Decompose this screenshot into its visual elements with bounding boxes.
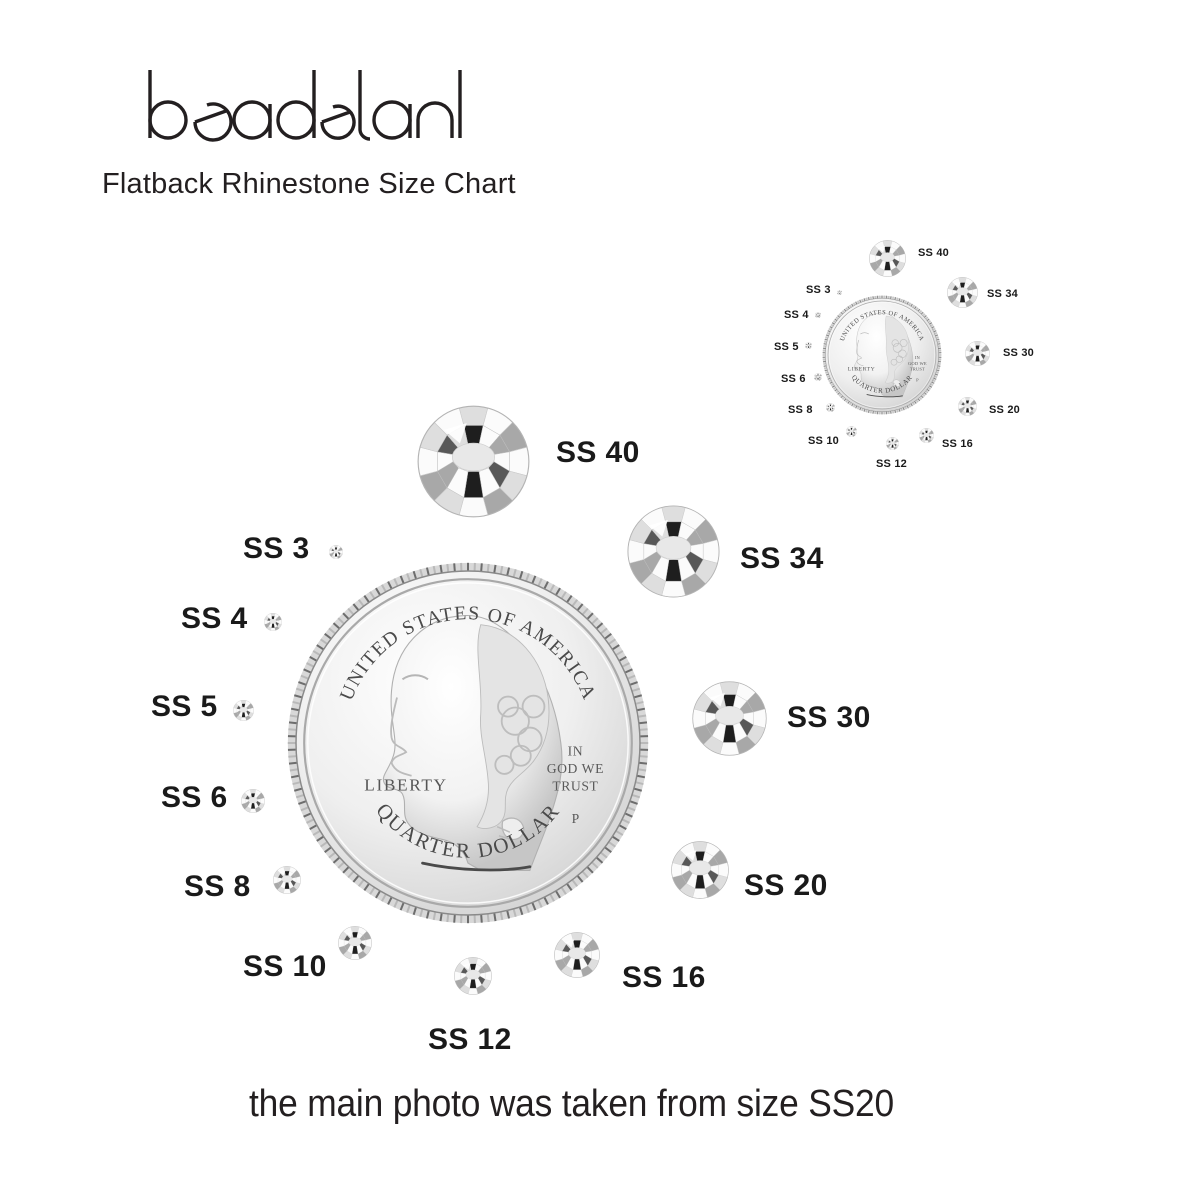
size-label-ss40: SS 40	[556, 436, 640, 469]
svg-text:IN: IN	[568, 744, 584, 759]
size-label-ss10: SS 10	[808, 435, 839, 447]
size-label-ss4: SS 4	[784, 309, 809, 321]
size-label-ss3: SS 3	[243, 532, 310, 565]
size-label-ss12: SS 12	[428, 1023, 512, 1056]
size-label-ss8: SS 8	[184, 870, 251, 903]
rhinestone-ss40	[417, 405, 530, 518]
svg-text:P: P	[572, 811, 580, 826]
svg-text:LIBERTY: LIBERTY	[364, 775, 447, 794]
svg-text:GOD WE: GOD WE	[547, 761, 604, 776]
size-label-ss8: SS 8	[788, 404, 813, 416]
size-label-ss6: SS 6	[161, 781, 228, 814]
size-label-ss5: SS 5	[774, 341, 799, 353]
size-label-ss30: SS 30	[1003, 347, 1034, 359]
size-label-ss5: SS 5	[151, 690, 218, 723]
rhinestone-ss8	[825, 402, 835, 412]
rhinestone-ss8	[273, 866, 301, 894]
size-label-ss3: SS 3	[806, 284, 831, 296]
size-label-ss6: SS 6	[781, 373, 806, 385]
rhinestone-ss4	[815, 312, 821, 318]
size-label-ss12: SS 12	[876, 458, 907, 470]
rhinestone-ss30	[691, 680, 767, 756]
rhinestone-ss16	[554, 932, 600, 978]
size-label-ss40: SS 40	[918, 247, 949, 259]
rhinestone-ss5	[232, 699, 254, 721]
rhinestone-ss6	[814, 373, 822, 381]
rhinestone-ss10	[845, 425, 857, 437]
rhinestone-ss16	[918, 427, 934, 443]
rhinestone-ss12	[454, 957, 492, 995]
footer-note: the main photo was taken from size SS20	[249, 1083, 894, 1125]
page-title: Flatback Rhinestone Size Chart	[102, 168, 516, 200]
size-label-ss34: SS 34	[740, 542, 824, 575]
beadsland-logo	[138, 68, 468, 148]
size-label-ss20: SS 20	[744, 869, 828, 902]
size-label-ss16: SS 16	[622, 961, 706, 994]
rhinestone-ss20	[957, 396, 977, 416]
quarter-dollar-coin: UNITED STATES OF AMERICA QUARTER DOLLAR LI…	[822, 295, 942, 415]
rhinestone-ss30	[964, 340, 990, 366]
svg-text:LIBERTY: LIBERTY	[848, 367, 875, 373]
rhinestone-ss20	[671, 841, 729, 899]
size-label-ss20: SS 20	[989, 404, 1020, 416]
rhinestone-ss40	[868, 239, 906, 277]
rhinestone-ss4	[264, 613, 282, 631]
size-label-ss10: SS 10	[243, 950, 327, 983]
rhinestone-ss5	[804, 341, 812, 349]
svg-text:TRUST: TRUST	[910, 367, 925, 372]
rhinestone-ss12	[885, 436, 899, 450]
rhinestone-ss34	[626, 504, 720, 598]
rhinestone-ss6	[241, 789, 265, 813]
svg-text:TRUST: TRUST	[552, 778, 598, 793]
svg-text:IN: IN	[915, 355, 921, 360]
rhinestone-ss3	[329, 545, 343, 559]
quarter-dollar-coin: UNITED STATES OF AMERICA QUARTER DOLLAR LI…	[286, 561, 650, 925]
rhinestone-ss10	[338, 926, 372, 960]
size-label-ss30: SS 30	[787, 701, 871, 734]
rhinestone-ss3	[836, 289, 842, 295]
size-label-ss4: SS 4	[181, 602, 248, 635]
size-label-ss34: SS 34	[987, 288, 1018, 300]
svg-text:P: P	[916, 377, 919, 382]
size-label-ss16: SS 16	[942, 438, 973, 450]
rhinestone-ss34	[946, 276, 978, 308]
svg-text:GOD WE: GOD WE	[908, 361, 927, 366]
